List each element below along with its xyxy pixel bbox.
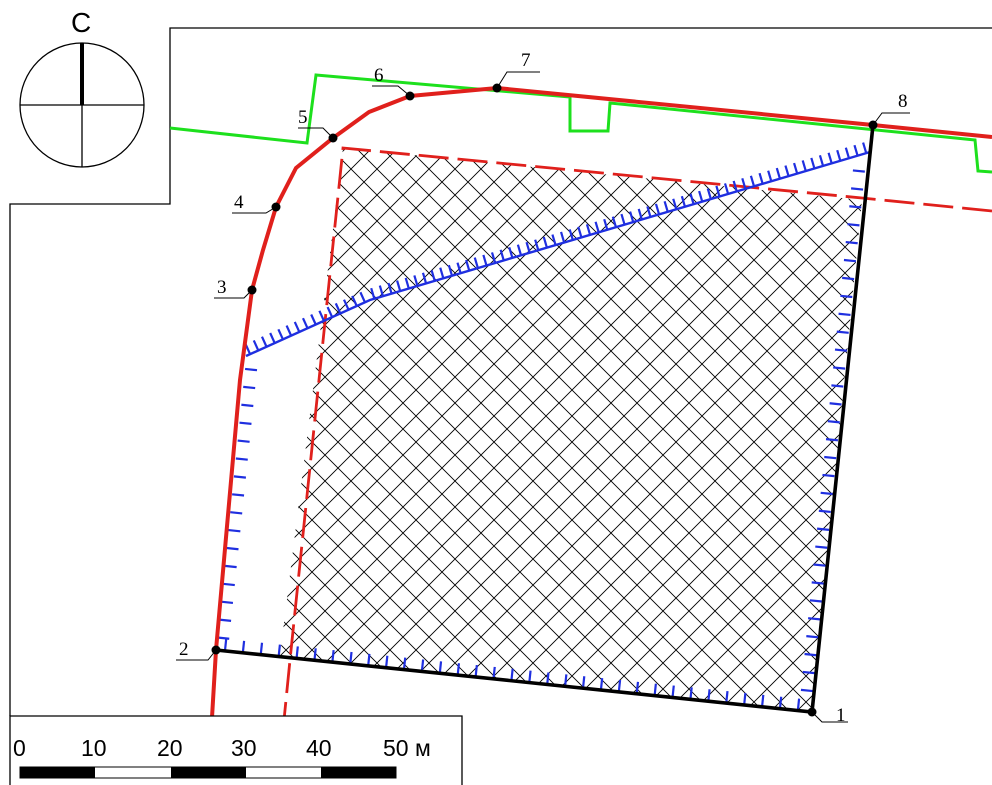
- hatched-area: [280, 148, 862, 712]
- scale-tick-50: 50 м: [383, 735, 431, 761]
- scale-tick-40: 40: [306, 735, 332, 761]
- scale-tick-20: 20: [157, 735, 183, 761]
- label-leaders: [176, 71, 910, 723]
- scale-segment-3: [171, 767, 246, 778]
- scale-tick-10: 10: [81, 735, 107, 761]
- label-point-7: 7: [521, 50, 531, 71]
- north-arrow-label: С: [71, 7, 91, 38]
- label-point-6: 6: [374, 65, 384, 86]
- red-dashed-boundary: [282, 146, 992, 721]
- frame-boundary: [9, 27, 992, 785]
- green-line: [169, 73, 992, 174]
- label-point-5: 5: [298, 107, 308, 128]
- scale-tick-0: 0: [13, 735, 26, 761]
- scale-tick-30: 30: [231, 735, 257, 761]
- label-point-8: 8: [898, 91, 908, 112]
- north-arrow: С: [19, 7, 145, 168]
- label-point-3: 3: [217, 277, 227, 298]
- scale-segment-1: [20, 767, 95, 778]
- scale-segment-5: [321, 767, 396, 778]
- label-point-1: 1: [836, 705, 846, 726]
- label-point-2: 2: [179, 639, 189, 660]
- scale-bar: 0 10 20 30 40 50 м: [0, 715, 463, 785]
- slope-line-upper: [245, 150, 871, 358]
- label-point-4: 4: [234, 192, 244, 213]
- slope-ticks: [217, 142, 868, 711]
